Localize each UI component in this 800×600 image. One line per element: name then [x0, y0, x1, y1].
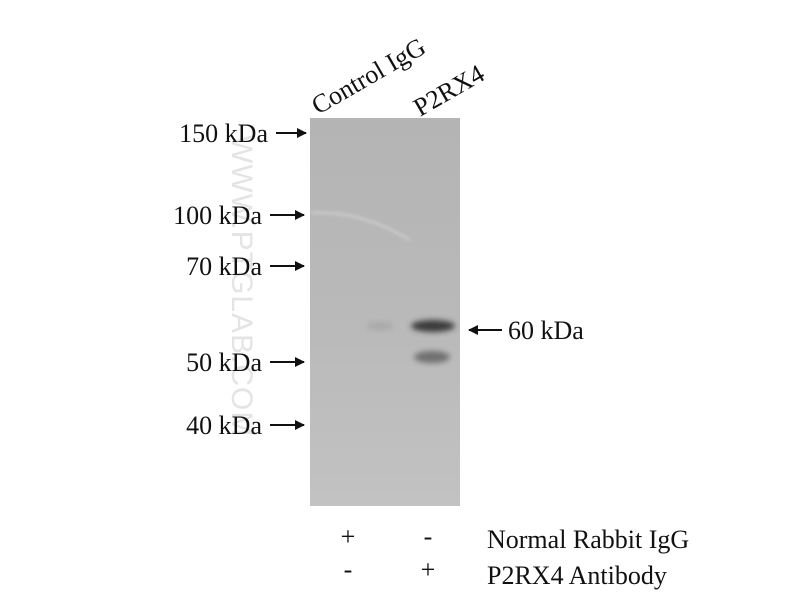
band-lower	[414, 351, 450, 363]
marker-label: 70 kDa	[186, 252, 262, 281]
condition-label: Normal Rabbit IgG	[487, 525, 689, 554]
lane-label: Control IgG	[307, 32, 431, 120]
marker-label: 150 kDa	[179, 119, 268, 148]
band-label: 60 kDa	[508, 316, 584, 345]
condition-sign: -	[424, 522, 433, 551]
condition-sign: +	[341, 522, 356, 551]
condition-sign: +	[421, 555, 436, 584]
gel-artifact	[311, 211, 411, 241]
markers: 150 kDa 100 kDa 70 kDa 50 kDa 40 kDa	[173, 119, 307, 440]
conditions-table: + - Normal Rabbit IgG - + P2RX4 Antibody	[341, 522, 690, 590]
marker-label: 40 kDa	[186, 411, 262, 440]
gel	[310, 118, 460, 506]
lane-label: P2RX4	[409, 59, 490, 122]
condition-sign: -	[344, 555, 353, 584]
band-60kda	[411, 320, 455, 332]
watermark: WWW.PTGLAB.COM	[225, 135, 258, 437]
marker-label: 50 kDa	[186, 348, 262, 377]
band-faint	[366, 322, 394, 330]
marker-label: 100 kDa	[173, 201, 262, 230]
condition-label: P2RX4 Antibody	[487, 561, 667, 590]
